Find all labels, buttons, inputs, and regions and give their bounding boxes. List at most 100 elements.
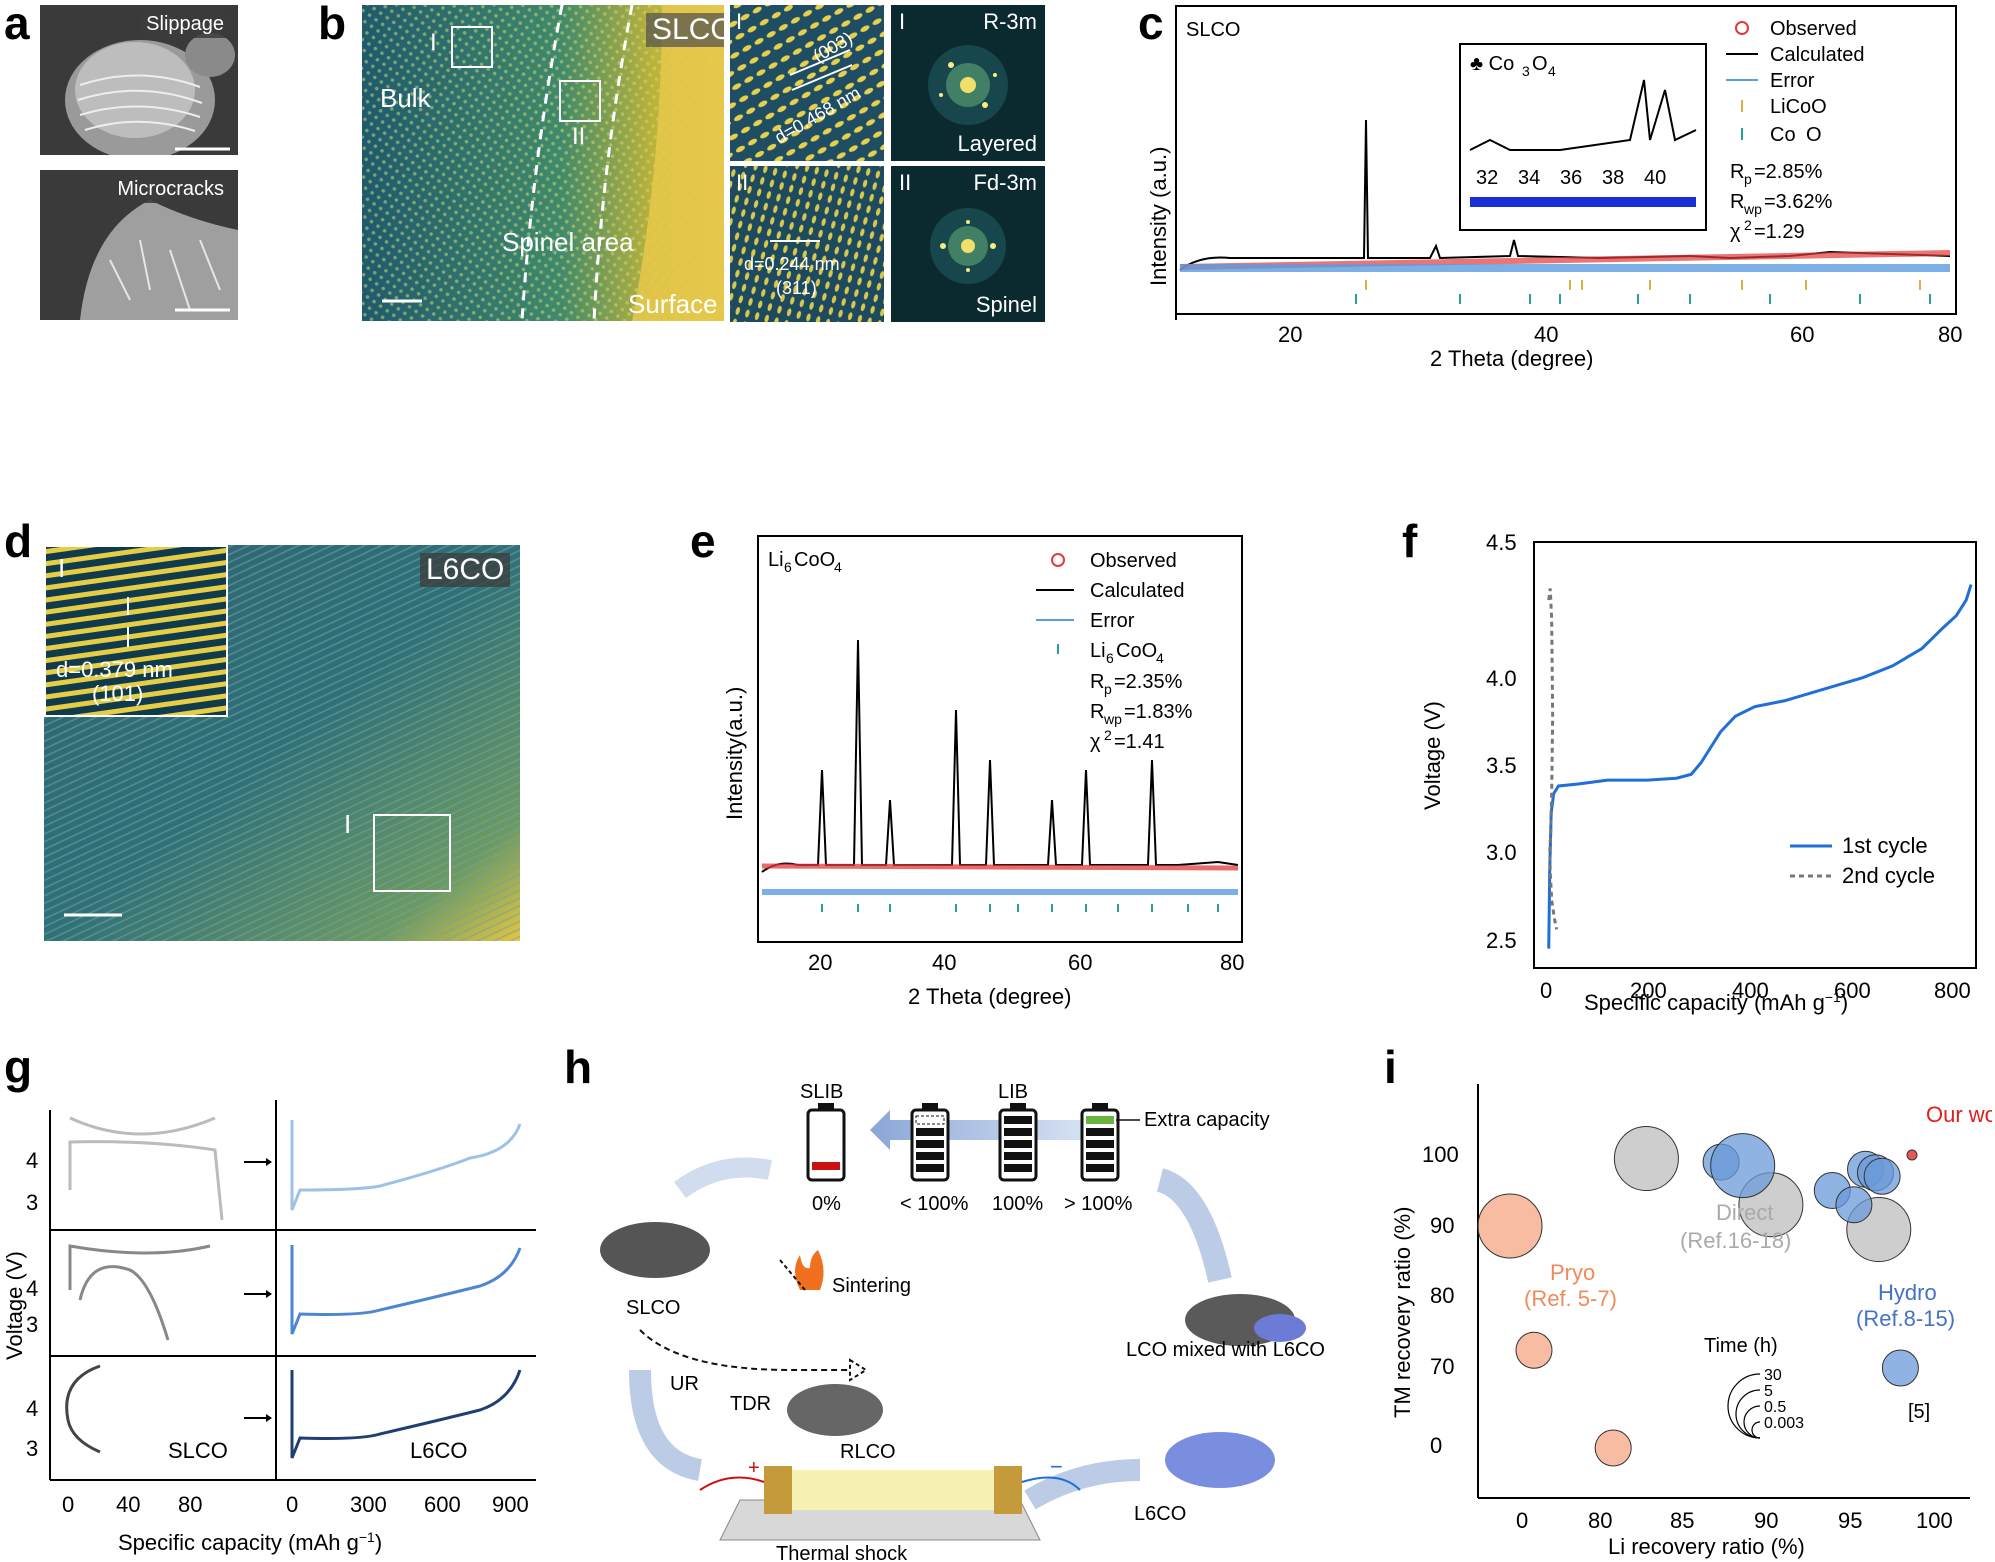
svg-text:600: 600	[424, 1492, 461, 1517]
g-label-l6co: L6CO	[410, 1438, 467, 1463]
svg-text:90: 90	[1754, 1508, 1778, 1533]
svg-text:30: 30	[1764, 1367, 1782, 1384]
g-xlabel: Specific capacity (mAh g−1)	[118, 1529, 382, 1555]
svg-text:80: 80	[1938, 322, 1962, 347]
svg-text:36: 36	[1560, 167, 1582, 189]
tem-image-slco: SLCO Bulk Spinel area Surface I II	[362, 5, 724, 321]
svg-text:=1.83%: =1.83%	[1124, 701, 1193, 723]
fft-ii: II Fd-3m Spinel	[891, 166, 1045, 322]
svg-text:0.5: 0.5	[1764, 1399, 1786, 1416]
fft-i-type: Layered	[957, 131, 1037, 156]
legend-error: Error	[1770, 70, 1815, 92]
i-direct-ref: (Ref.16-18)	[1680, 1228, 1791, 1253]
inset-xticks: 32 34 36 38 40	[1476, 167, 1666, 189]
svg-text:0: 0	[62, 1492, 74, 1517]
tem-label-slco: SLCO	[646, 13, 724, 47]
inset-i-roman: I	[736, 9, 743, 34]
svg-text:40: 40	[1534, 322, 1558, 347]
svg-text:R: R	[1730, 161, 1744, 183]
i-xticks: 0 80 85 90 95 100	[1516, 1508, 1953, 1533]
i-ref5: [5]	[1908, 1401, 1930, 1423]
inset-ii-d: d=0.244 nm	[744, 254, 840, 274]
svg-text:=1.29: =1.29	[1754, 221, 1805, 243]
svg-text:4.5: 4.5	[1486, 530, 1517, 555]
sem-particle-2	[40, 170, 238, 320]
h-pct-100: 100%	[992, 1193, 1043, 1215]
inset-title-sub2: 4	[1548, 63, 1556, 79]
fft-ii-pattern	[930, 208, 1006, 284]
h-rlco: RLCO	[840, 1441, 896, 1463]
battery-slib	[806, 1103, 846, 1182]
svg-text:R: R	[1090, 671, 1104, 693]
f-series-line-1	[1547, 584, 1973, 949]
top-flow-arrow	[870, 1110, 1100, 1150]
time-legend-circles	[1727, 1373, 1761, 1439]
svg-text:32: 32	[1476, 167, 1498, 189]
e-legend-phase-li: Li	[1090, 640, 1106, 662]
legend-co3o4-o: O	[1806, 124, 1822, 146]
tem-inset-ii: II d=0.244 nm (311)	[730, 166, 884, 322]
panel-a-letter: a	[4, 0, 30, 49]
h-pct-0: 0%	[812, 1193, 841, 1215]
i-pryo: Pryo	[1550, 1260, 1595, 1285]
tem-box-i-label: I	[430, 29, 437, 56]
svg-text:80: 80	[1588, 1508, 1612, 1533]
e-phase-ticks	[821, 904, 1219, 912]
svg-text:34: 34	[1518, 167, 1540, 189]
svg-text:0.003: 0.003	[1764, 1415, 1804, 1432]
i-points-group	[1477, 1126, 1919, 1467]
svg-text:40: 40	[1644, 167, 1666, 189]
inset-ii-plane: (311)	[776, 278, 817, 298]
i-ylabel: TM recovery ratio (%)	[1390, 1207, 1415, 1418]
svg-text:2: 2	[1744, 217, 1752, 233]
tem-l6co-inset-lattice	[46, 547, 226, 715]
i-point-hydro-6	[1863, 1157, 1901, 1195]
tem-inset-i-lattice	[730, 5, 884, 161]
voltage-chart-f: 2.5 3.0 3.5 4.0 4.5 0 200 400 600 800 1s…	[1420, 530, 1977, 1015]
sem-label-microcracks: Microcracks	[111, 176, 230, 203]
svg-text:χ: χ	[1730, 221, 1741, 243]
svg-text:20: 20	[1278, 322, 1302, 347]
panel-c-letter: c	[1138, 0, 1164, 49]
g-xticks: 0 40 80 0 300 600 900	[62, 1492, 529, 1517]
tem-label-l6co: L6CO	[420, 553, 511, 587]
legend-observed: Observed	[1770, 18, 1857, 40]
svg-text:0: 0	[286, 1492, 298, 1517]
svg-text:100: 100	[1916, 1508, 1953, 1533]
panel-i-letter: i	[1384, 1041, 1397, 1093]
tem-lattice	[362, 5, 724, 321]
sample-label: SLCO	[1186, 19, 1240, 41]
svg-text:60: 60	[1790, 322, 1814, 347]
fft-ii-group: Fd-3m	[973, 170, 1037, 195]
tem-l6co-inset: I d=0.379 nm (101)	[44, 545, 228, 717]
f-frame	[1533, 541, 1977, 969]
g-label-slco: SLCO	[168, 1438, 228, 1463]
i-our-work: Our work	[1926, 1102, 1992, 1127]
g-ylabel: Voltage (V)	[2, 1251, 27, 1360]
voltage-chart-g: 4 3 4 3 4 3 0 40 80 0 300 600 900 SLCO L6CO…	[2, 1100, 536, 1555]
tem-l6co-plane: (101)	[92, 681, 144, 706]
svg-text:4.0: 4.0	[1486, 666, 1517, 691]
panel-d-letter: d	[4, 515, 33, 567]
h-thermal: Thermal shock	[776, 1543, 908, 1562]
fft-ii-type: Spinel	[975, 292, 1037, 317]
legend-licoo2: LiCoO	[1770, 96, 1827, 118]
h-plus: +	[748, 1457, 760, 1479]
i-point-pryo-1	[1515, 1331, 1553, 1369]
panel-f-letter: f	[1402, 515, 1418, 567]
svg-text:38: 38	[1602, 167, 1624, 189]
i-point-direct-0	[1613, 1126, 1679, 1192]
svg-text:0: 0	[1430, 1433, 1442, 1458]
recycling-diagram: SLIB LIB Extra capacity 0% < 100% 100% >…	[600, 1081, 1325, 1562]
svg-text:3: 3	[26, 1312, 38, 1337]
fft-i-roman: I	[899, 9, 906, 34]
e-sample-sub1: 6	[784, 559, 792, 575]
svg-text:60: 60	[1068, 950, 1092, 975]
svg-text:=1.41: =1.41	[1114, 731, 1165, 753]
i-hydro: Hydro	[1878, 1280, 1937, 1305]
svg-text:80: 80	[1430, 1283, 1454, 1308]
fft-i-pattern	[928, 45, 1008, 125]
xticks: 20 40 60 80	[1278, 322, 1962, 347]
h-sintering: Sintering	[832, 1275, 911, 1297]
